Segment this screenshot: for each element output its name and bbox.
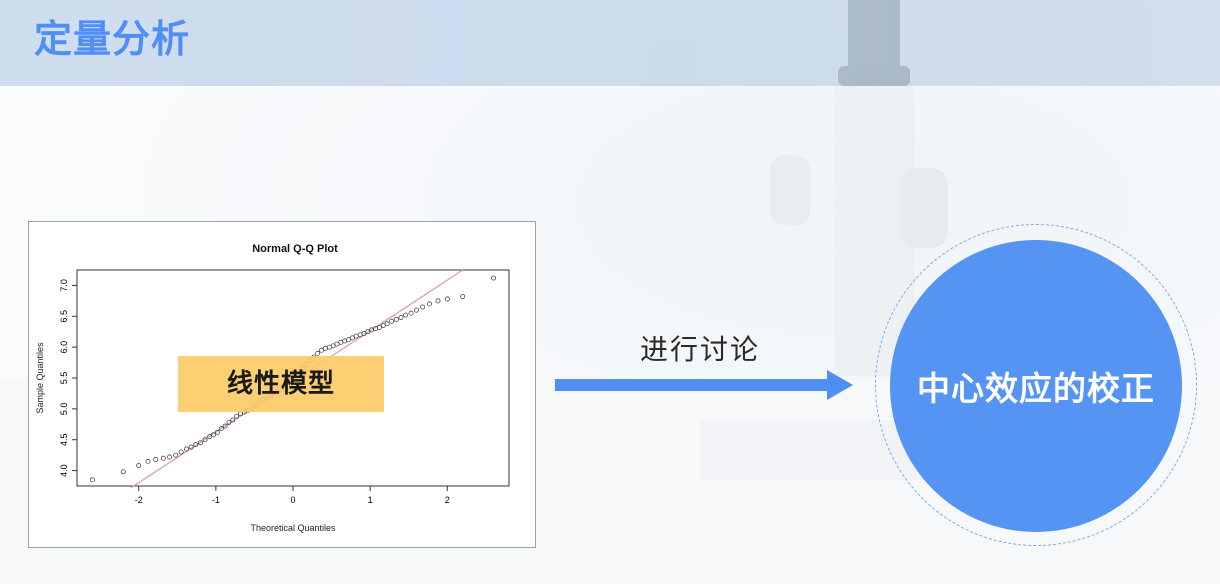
y-axis-label: Sample Quantiles [35,342,45,414]
discuss-label: 进行讨论 [640,333,761,366]
x-axis-label: Theoretical Quantiles [250,523,336,533]
data-point [380,323,386,328]
data-point [389,318,395,324]
result-circle: 中心效应的校正 [890,240,1182,532]
y-tick-label: 5.5 [59,372,69,385]
data-point [214,429,220,435]
y-tick-label: 6.0 [59,341,69,354]
y-tick-label: 4.0 [59,464,69,477]
result-ring [875,224,1197,546]
data-point [349,335,355,341]
data-point [222,423,228,429]
data-point [408,310,414,316]
data-point [393,316,399,322]
data-point [315,350,321,356]
data-point [218,426,224,432]
data-point [207,434,213,440]
data-point [334,341,340,347]
arrow-right-icon [555,370,853,400]
data-point [188,444,194,450]
data-point [460,294,466,299]
data-point [89,477,95,483]
data-point [145,458,151,464]
data-point [384,321,390,327]
data-point [376,324,382,330]
data-point [193,442,199,448]
chart-title: Normal Q-Q Plot [252,243,338,255]
data-point [346,337,351,343]
data-point [330,343,336,349]
y-tick-label: 5.0 [59,403,69,416]
data-point [120,469,126,475]
x-tick-label: -2 [135,495,143,505]
x-tick-label: 2 [445,495,450,505]
model-label: 线性模型 [178,356,384,412]
data-point [136,463,142,469]
data-point [398,315,404,320]
data-point [444,296,450,302]
data-point [226,419,232,425]
data-point [178,449,184,455]
x-tick-label: 0 [290,495,295,505]
data-point [413,307,419,313]
x-tick-label: 1 [368,495,373,505]
data-point [167,454,173,460]
data-point [427,301,432,307]
data-point [420,304,426,310]
x-tick-label: -1 [212,495,220,505]
data-point [184,446,189,452]
data-point [197,440,203,446]
data-point [202,437,208,443]
data-point [491,275,497,281]
data-point [230,417,236,423]
data-point [435,298,441,304]
y-tick-label: 4.5 [59,433,69,446]
data-point [234,413,240,419]
data-point [160,455,166,461]
header-band [0,0,1220,86]
data-point [403,312,409,318]
data-point [173,452,179,458]
data-point [361,331,367,337]
result-label: 中心效应的校正 [917,369,1155,408]
page-title: 定量分析 [34,17,191,61]
data-point [365,329,371,335]
y-tick-label: 6.5 [59,310,69,323]
data-point [319,347,324,353]
data-point [153,457,159,462]
y-tick-label: 7.0 [59,279,69,292]
qq-plot: Normal Q-Q Plot -2 -1 0 1 2 4.0 4.5 5.0 5.5 6.0 6… [35,243,510,533]
data-point [211,432,216,438]
